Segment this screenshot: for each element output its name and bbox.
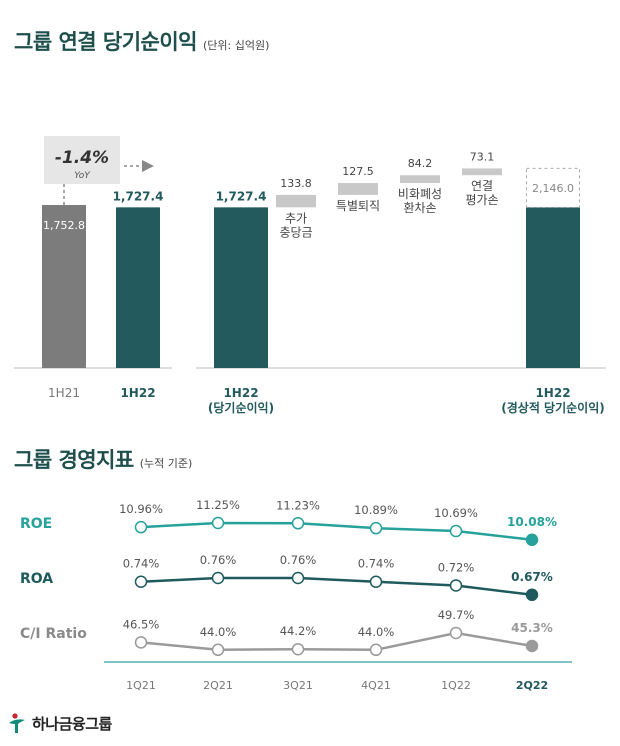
x-tick-label-4Q21: 4Q21	[361, 679, 391, 692]
series-name-2: C/I Ratio	[20, 626, 87, 642]
series-point-0-3	[369, 521, 383, 535]
series-data-label-2-1: 44.0%	[200, 625, 237, 639]
net-income-unit: (단위: 십억원)	[203, 39, 270, 52]
waterfall-step-label-4: 평가손	[465, 193, 498, 207]
waterfall-value-1: 133.8	[280, 177, 312, 190]
series-point-1-0	[134, 575, 148, 588]
waterfall-step-label-3: 비화폐성	[398, 187, 442, 201]
value-label-1H22: 1,727.4	[113, 189, 164, 203]
waterfall-step-label-1: 충당금	[279, 225, 312, 239]
metrics-title-text: 그룹 경영지표	[14, 448, 134, 472]
value-label-1H21: 1,752.8	[43, 219, 85, 232]
series-data-label-0-0: 10.96%	[119, 502, 163, 516]
series-point-1-3	[369, 575, 383, 588]
waterfall-step-label-2: 특별퇴직	[336, 199, 380, 213]
series-point-1-5	[525, 588, 539, 602]
series-data-label-1-5: 0.67%	[511, 570, 553, 584]
footer-brand-name: 하나금융그룹	[32, 714, 112, 733]
series-line-0	[140, 521, 533, 542]
metrics-unit: (누적 기준)	[139, 457, 193, 470]
waterfall-step-label-1: 추가	[285, 211, 307, 225]
net-income-title: 그룹 연결 당기순이익 (단위: 십억원)	[14, 26, 269, 56]
waterfall-value-2: 127.5	[342, 165, 374, 178]
net-income-title-text: 그룹 연결 당기순이익	[14, 30, 198, 54]
series-line-2	[140, 631, 533, 652]
series-point-2-3	[369, 643, 383, 657]
series-data-label-1-3: 0.74%	[358, 557, 395, 571]
series-point-2-1	[211, 643, 225, 657]
x-tick-label-2Q21: 2Q21	[203, 679, 233, 692]
waterfall-bar-start	[214, 207, 268, 368]
waterfall-value-3: 84.2	[408, 157, 433, 170]
series-data-label-2-5: 45.3%	[511, 621, 553, 635]
series-data-label-1-0: 0.74%	[123, 557, 160, 571]
bar-1H21	[42, 204, 86, 368]
series-data-label-0-5: 10.08%	[507, 515, 557, 529]
waterfall-value-start: 1,727.4	[216, 189, 267, 203]
waterfall-value-4: 73.1	[470, 150, 495, 163]
series-point-1-2	[291, 571, 305, 585]
series-point-2-0	[134, 636, 148, 649]
series-data-label-2-0: 46.5%	[123, 617, 160, 631]
series-point-1-1	[211, 571, 225, 585]
series-point-0-5	[525, 533, 539, 547]
x-tick-label-1Q22: 1Q22	[441, 679, 471, 692]
metrics-line-chart: 10.96% 11.25% 11.23% 10.89% 10.69% 10.08% ROE 0…	[20, 498, 572, 692]
waterfall-category-label-0: (당기순이익)	[208, 400, 274, 415]
series-data-label-1-2: 0.76%	[280, 553, 317, 567]
x-tick-label-2Q22: 2Q22	[516, 679, 548, 692]
series-data-label-0-1: 11.25%	[196, 498, 240, 512]
waterfall-category-label-0: 1H22	[223, 386, 258, 400]
yoy-box	[44, 136, 120, 184]
series-point-1-4	[449, 579, 463, 592]
waterfall-bar-4	[462, 168, 502, 176]
waterfall-bar-3	[400, 175, 440, 184]
series-point-2-5	[525, 639, 539, 653]
yoy-value: -1.4%	[55, 148, 109, 168]
series-data-label-1-4: 0.72%	[438, 560, 475, 574]
series-point-0-4	[449, 524, 463, 538]
bar-1H22	[116, 207, 160, 368]
waterfall-category-label-5: 1H22	[535, 386, 570, 400]
x-tick-label-3Q21: 3Q21	[283, 679, 313, 692]
waterfall-category-label-5: (경상적 당기순이익)	[501, 400, 604, 415]
waterfall-bar-1	[276, 194, 316, 208]
metrics-title: 그룹 경영지표 (누적 기준)	[14, 444, 192, 474]
category-label-1H22: 1H22	[120, 386, 155, 400]
waterfall-bar-2	[338, 183, 378, 195]
series-data-label-0-2: 11.23%	[276, 498, 320, 512]
series-data-label-2-4: 49.7%	[438, 608, 475, 622]
series-point-0-0	[134, 520, 148, 534]
series-data-label-1-1: 0.76%	[200, 553, 237, 567]
series-data-label-0-3: 10.89%	[354, 503, 398, 517]
yoy-label: YoY	[74, 171, 91, 181]
series-point-0-1	[211, 516, 225, 530]
waterfall-step-label-4: 연결	[471, 179, 493, 193]
net-income-chart: 1,752.8 1H21 1,727.4 1H22 -1.4% YoY 1,727.4 1H2…	[14, 136, 606, 415]
x-tick-label-1Q21: 1Q21	[126, 679, 156, 692]
series-line-1	[140, 576, 533, 597]
waterfall-step-label-3: 환차손	[403, 201, 436, 215]
series-point-2-2	[291, 642, 305, 656]
series-data-label-2-2: 44.2%	[280, 624, 317, 638]
hana-logo-icon	[9, 713, 25, 733]
waterfall-bar-end	[526, 207, 580, 368]
waterfall-value-end: 2,146.0	[532, 182, 574, 195]
series-data-label-0-4: 10.69%	[434, 506, 478, 520]
series-name-0: ROE	[20, 516, 52, 532]
series-name-1: ROA	[20, 571, 53, 587]
series-point-0-2	[291, 517, 305, 530]
category-label-1H21: 1H21	[48, 386, 80, 400]
series-point-2-4	[449, 626, 463, 640]
waterfall-bar-end-dashed	[526, 167, 580, 208]
series-data-label-2-3: 44.0%	[358, 625, 395, 639]
footer-brand: 하나금융그룹	[8, 712, 112, 734]
